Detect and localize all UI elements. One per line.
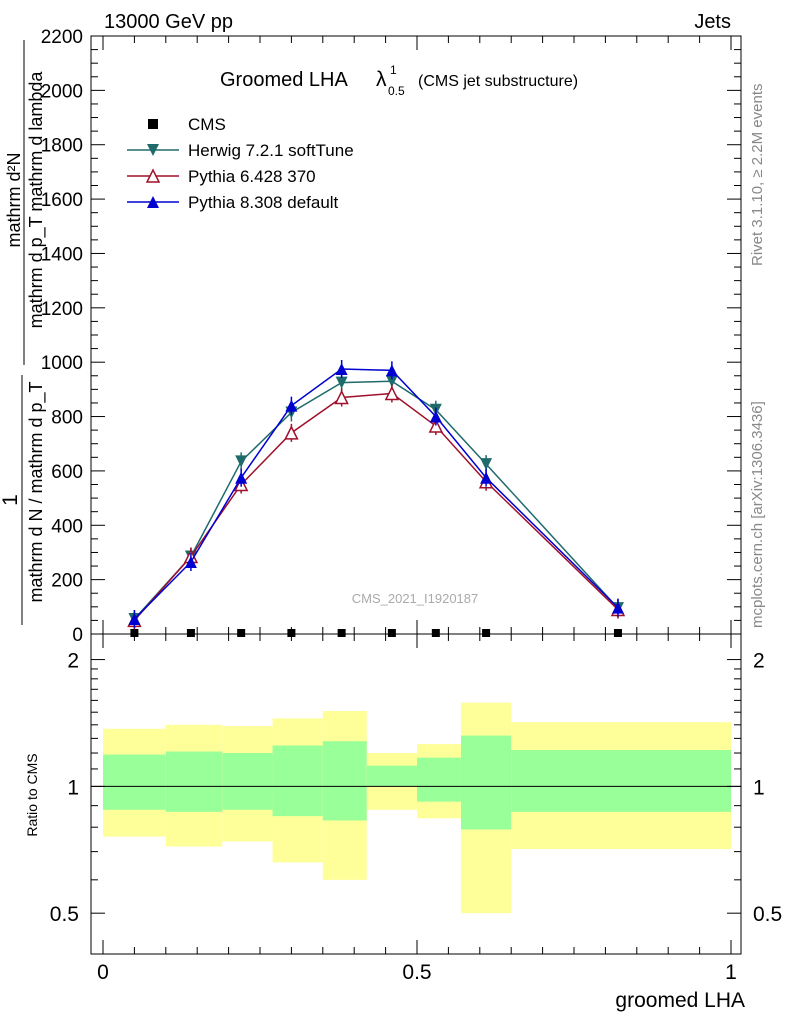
green-band-bin [366, 765, 417, 787]
legend-item: Pythia 8.308 default [127, 193, 339, 212]
ratio-bands [103, 702, 731, 914]
legend-item: CMS [148, 115, 226, 134]
green-band-bin [322, 741, 367, 821]
legend-label: Pythia 8.308 default [188, 193, 339, 212]
ylabel-numerator-2: mathrm d²N [4, 152, 24, 247]
marker-square [431, 629, 440, 637]
y-tick-label: 1600 [41, 190, 83, 211]
marker-triangle-up [429, 410, 442, 423]
marker-triangle-up [147, 196, 159, 208]
marker-triangle-up [480, 471, 493, 484]
legend-label: Pythia 6.428 370 [188, 167, 316, 186]
chart-title-sup: 1 [390, 63, 397, 77]
y-tick-label: 600 [51, 462, 83, 483]
marker-triangle-open [428, 418, 444, 433]
chart-title: Groomed LHA λ 1 0.5 (CMS jet substructur… [220, 63, 578, 98]
marker-triangle-open [284, 425, 299, 440]
ratio-tick-label-right: 0.5 [753, 903, 782, 926]
green-band-bin [417, 757, 461, 802]
mcplots-text: mcplots.cern.ch [arXiv:1306.3436] [749, 401, 766, 628]
legend-item: Herwig 7.2.1 softTune [127, 141, 354, 160]
series-cms [130, 629, 622, 637]
ratio-plot-frame [90, 633, 742, 955]
marker-triangle-up [335, 362, 348, 375]
ylabel-denominator-2: mathrm d p_T mathrm d lambda [26, 71, 47, 329]
marker-triangle-down [335, 376, 348, 389]
green-band-bin [272, 745, 323, 817]
x-tick-label: 0 [97, 961, 109, 984]
ratio-tick-label-right: 1 [753, 776, 765, 799]
y-tick-label: 1800 [41, 136, 83, 157]
ylabel-denominator-1: mathrm d N / mathrm d p_T [26, 381, 47, 602]
x-axis-label: groomed LHA [615, 989, 745, 1012]
y-tick-label: 1400 [41, 244, 83, 265]
series-layer [127, 359, 626, 637]
green-band-bin [103, 754, 166, 810]
chart-title-sub: 0.5 [388, 84, 405, 98]
marker-triangle-up [385, 364, 398, 377]
series-herwig-7-2-1-softtune [128, 372, 624, 629]
marker-square [148, 119, 158, 129]
marker-triangle-open [145, 168, 161, 183]
marker-triangle-down [480, 458, 493, 471]
marker-square [482, 629, 491, 637]
marker-triangle-up [128, 613, 141, 626]
legend-label: Herwig 7.2.1 softTune [188, 141, 354, 160]
marker-square [130, 629, 139, 637]
series-line [133, 368, 619, 620]
chart-title-suffix: (CMS jet substructure) [418, 73, 578, 90]
series-line [133, 380, 619, 620]
y-tick-label: 200 [51, 571, 83, 592]
green-band-bin [460, 735, 512, 830]
ratio-tick-label: 1 [67, 776, 79, 799]
ratio-tick-label-right: 2 [753, 650, 765, 673]
green-band-bin [222, 753, 273, 810]
ratio-axis-ticks: 0.5 0.5 1 1 2 2 0 0.5 1 [50, 634, 782, 984]
marker-triangle-open [334, 389, 349, 405]
ratio-y-label: Ratio to CMS [24, 753, 40, 836]
series-pythia-8-308-default [128, 359, 624, 629]
x-tick-label: 0.5 [402, 961, 431, 984]
series-line [133, 392, 619, 621]
legend-item: Pythia 6.428 370 [127, 167, 316, 186]
ratio-tick-label: 2 [67, 650, 79, 673]
marker-square [337, 629, 346, 637]
marker-triangle-down [147, 144, 159, 156]
y-tick-label: 2000 [41, 81, 83, 102]
marker-square [186, 629, 195, 637]
marker-triangle-up [611, 601, 624, 614]
marker-triangle-up [285, 399, 298, 412]
energy-label: 13000 GeV pp [104, 11, 233, 33]
y-tick-label: 800 [51, 408, 83, 429]
y-tick-label: 0 [72, 625, 83, 646]
marker-triangle-down [235, 455, 248, 468]
legend-label: CMS [188, 115, 226, 134]
x-tick-label: 1 [725, 961, 737, 984]
green-band-bin [165, 751, 223, 812]
marker-triangle-up [184, 555, 197, 568]
legend: CMS Herwig 7.2.1 softTune Pythia 6.428 370… [127, 115, 354, 212]
chart-title-symbol: λ [376, 68, 387, 91]
y-tick-label: 400 [51, 516, 83, 537]
marker-triangle-up [235, 471, 248, 484]
y-tick-label: 1000 [41, 353, 83, 374]
ylabel-numerator-1: 1 [0, 494, 22, 506]
analysis-id: CMS_2021_I1920187 [352, 591, 479, 606]
y-tick-label: 2200 [41, 27, 83, 48]
marker-triangle-down [385, 375, 398, 388]
green-band-bin [511, 749, 731, 812]
marker-square [287, 629, 296, 637]
category-label: Jets [694, 11, 731, 33]
marker-triangle-open [384, 385, 400, 401]
y-tick-label: 1200 [41, 299, 83, 320]
ratio-tick-label: 0.5 [50, 903, 79, 926]
main-axis-ticks: 0 200 400 600 800 1000 1200 1400 1600 1800 2000 220… [41, 27, 741, 646]
rivet-version-text: Rivet 3.1.10, ≥ 2.2M events [749, 84, 766, 267]
chart-title-text: Groomed LHA [220, 69, 348, 91]
marker-square [387, 629, 396, 637]
marker-square [237, 629, 246, 637]
marker-square [613, 629, 622, 637]
main-y-axis-label: 1 mathrm d N / mathrm d p_T mathrm d²N m… [0, 40, 47, 625]
